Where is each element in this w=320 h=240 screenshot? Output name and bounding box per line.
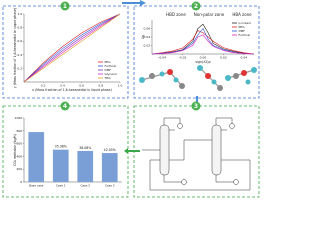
legend-label: PEG — [239, 25, 246, 29]
y-tick-label: 0.06 — [144, 27, 151, 31]
panel-number-text: 4 — [63, 103, 67, 110]
y-tick-label: 0.02 — [144, 44, 151, 48]
bar-annotation: 42.05% — [104, 148, 116, 152]
x-tick-label: 0.04 — [240, 56, 247, 60]
x-tick-label: 0.6 — [79, 84, 84, 88]
legend-label: PEG — [105, 60, 112, 64]
y-tick-label: 0.4 — [17, 53, 22, 57]
zone-label: HBD zone — [166, 12, 186, 17]
x-tick-label: Base case — [29, 184, 43, 188]
series-line — [23, 13, 121, 83]
zone-label: Non-polar zone — [194, 12, 225, 17]
x-tick-label: 1.0 — [118, 84, 123, 88]
panel-number-text: 2 — [194, 3, 198, 10]
bar — [52, 149, 69, 182]
bar-annotation: 38.08% — [79, 146, 91, 150]
x-tick-label: -0.02 — [179, 56, 187, 60]
series-line — [151, 23, 255, 55]
x-tick-label: Case 1 — [56, 184, 66, 188]
series-line — [23, 13, 121, 83]
panel-number: 4 — [60, 101, 70, 111]
y-axis-label: CO₂ emission (kg/h) — [13, 134, 17, 166]
x-tick-label: 0.00 — [200, 56, 207, 60]
legend-label: Furfural — [239, 33, 251, 37]
bar — [101, 153, 118, 182]
x-tick-label: 0.8 — [98, 84, 103, 88]
legend-label: p-Cresol — [239, 21, 251, 25]
x-tick-label: 0.2 — [41, 84, 46, 88]
y-tick-label: 0.2 — [17, 66, 22, 70]
legend-label: Furfural — [105, 64, 117, 68]
y-tick-label: 200 — [16, 167, 22, 171]
graphical-abstract: 1 2 4 3 HBD zone Non-polar zone HBA zone… — [2, 0, 260, 198]
panel-number: 3 — [191, 101, 201, 111]
x-tick-label: Case 2 — [80, 184, 90, 188]
x-axis-label: x (Mass fraction of 1,6-hexanediol in li… — [32, 88, 112, 92]
bar — [28, 132, 45, 182]
y-tick-label: 0.6 — [17, 39, 22, 43]
legend-label: Glycerol — [105, 72, 117, 76]
arrow — [122, 0, 146, 6]
panel-number-text: 1 — [63, 3, 67, 10]
panel-number: 2 — [191, 1, 201, 11]
series-line — [151, 30, 255, 55]
y-tick-label: 1000 — [15, 116, 23, 120]
bar — [77, 150, 94, 182]
series-line — [151, 34, 255, 55]
y-tick-label: 0.04 — [144, 35, 151, 39]
y-axis-label: y (Mass fraction of 1,6-hexanediol in va… — [13, 8, 17, 88]
x-tick-label: 0.4 — [60, 84, 65, 88]
y-tick-label: 600 — [16, 142, 22, 146]
panel-number: 1 — [60, 1, 70, 11]
process-diagram — [142, 117, 251, 191]
legend-label: DMF — [105, 68, 112, 72]
arrow — [124, 148, 140, 154]
legend-label: TEG — [104, 76, 112, 80]
y-axis-label: δg — [141, 35, 145, 39]
series-line — [23, 13, 121, 83]
series-line — [23, 13, 121, 83]
y-tick-label: 0 — [20, 180, 22, 184]
y-tick-label: 0.8 — [17, 26, 22, 30]
y-tick-label: 1.0 — [17, 12, 22, 16]
x-tick-label: Case 3 — [105, 184, 115, 188]
x-axis-label: sign(λ2)ρ — [195, 60, 210, 64]
x-tick-label: -0.04 — [158, 56, 166, 60]
series-line — [23, 13, 121, 83]
y-tick-label: 400 — [16, 154, 22, 158]
panel-number-text: 3 — [194, 103, 198, 110]
bar-annotation: 35.38% — [55, 145, 67, 149]
molecules — [139, 65, 257, 91]
legend-label: DMF — [239, 29, 246, 33]
series-line — [151, 27, 255, 55]
y-tick-label: 800 — [16, 129, 22, 133]
zone-label: HBA zone — [232, 12, 252, 17]
x-tick-label: 0.02 — [220, 56, 227, 60]
